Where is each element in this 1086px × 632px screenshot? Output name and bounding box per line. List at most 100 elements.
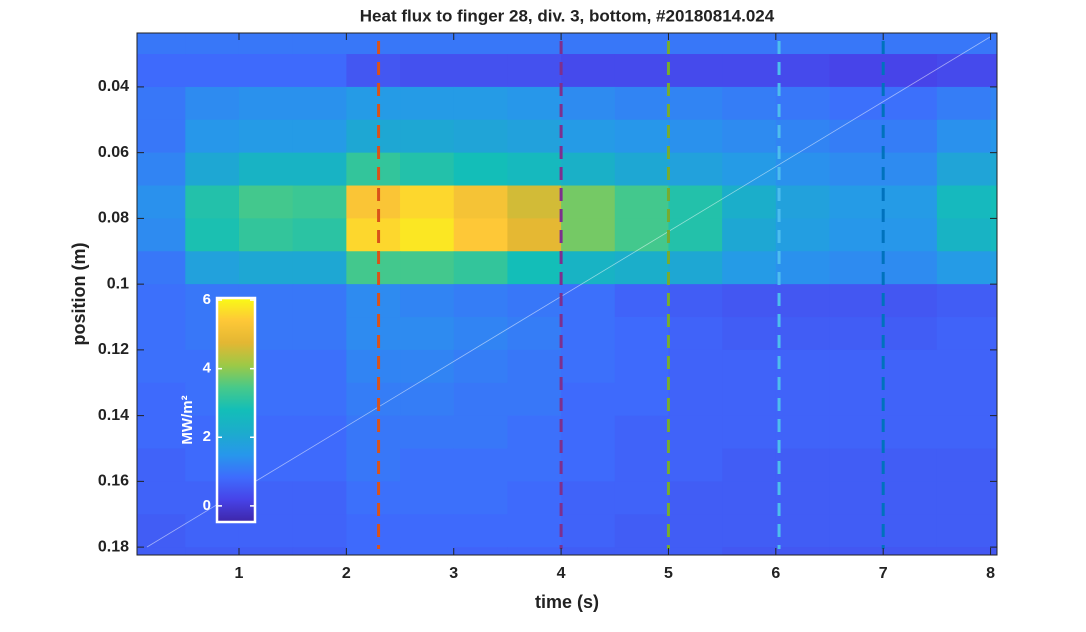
heat-cell xyxy=(883,481,938,515)
heat-cell xyxy=(990,382,997,417)
heat-cell xyxy=(614,86,669,121)
heat-cell xyxy=(990,251,997,285)
heat-cell xyxy=(453,152,508,187)
heat-cell xyxy=(936,33,992,55)
heat-cell xyxy=(453,481,508,515)
colorbar-tick-label: 6 xyxy=(203,291,211,308)
heat-cell xyxy=(400,547,455,555)
heat-cell xyxy=(883,448,938,482)
heat-cell xyxy=(507,86,562,121)
heat-cell xyxy=(400,284,455,318)
heat-cell xyxy=(722,86,777,121)
heat-cell xyxy=(292,119,347,154)
y-tick-label: 0.12 xyxy=(98,341,129,358)
heat-cell xyxy=(507,54,562,88)
heat-cell xyxy=(137,382,186,417)
heat-cell xyxy=(137,86,186,121)
heat-cell xyxy=(775,382,831,417)
heat-cell xyxy=(346,86,401,121)
heat-cell xyxy=(400,251,455,285)
heat-cell xyxy=(507,185,562,219)
heat-cell xyxy=(829,54,884,88)
heat-cell xyxy=(614,481,669,515)
heat-cell xyxy=(936,54,992,88)
heat-cell xyxy=(722,317,777,351)
heat-cell xyxy=(668,415,723,449)
heat-cell xyxy=(614,54,669,88)
heat-cell xyxy=(722,251,777,285)
heat-cell xyxy=(238,86,294,121)
heat-cell xyxy=(990,284,997,318)
heat-cell xyxy=(561,349,616,384)
y-axis-label: position (m) xyxy=(69,243,89,346)
heat-cell xyxy=(185,152,240,187)
heat-cell xyxy=(829,415,884,449)
heat-cell xyxy=(185,54,240,88)
heat-cell xyxy=(990,54,997,88)
heat-cell xyxy=(990,86,997,121)
y-tick-label: 0.18 xyxy=(98,538,129,555)
heat-cell xyxy=(238,119,294,154)
heat-cell xyxy=(936,218,992,252)
heat-cell xyxy=(775,547,831,555)
heat-cell xyxy=(829,152,884,187)
heat-cell xyxy=(292,54,347,88)
heat-cell xyxy=(292,185,347,219)
heat-cell xyxy=(507,317,562,351)
heat-cell xyxy=(400,448,455,482)
heat-cell xyxy=(614,152,669,187)
heat-cell xyxy=(883,218,938,252)
heat-cell xyxy=(990,514,997,548)
heat-cell xyxy=(453,185,508,219)
heat-cell xyxy=(775,415,831,449)
heat-cell xyxy=(561,284,616,318)
heat-cell xyxy=(614,119,669,154)
plot-frame xyxy=(136,32,998,556)
heat-cell xyxy=(775,33,831,55)
heat-cell xyxy=(668,152,723,187)
heat-cell xyxy=(346,119,401,154)
heat-cell xyxy=(668,481,723,515)
heat-cell xyxy=(238,251,294,285)
heat-cell xyxy=(292,86,347,121)
heat-cell xyxy=(137,284,186,318)
heat-cell xyxy=(829,481,884,515)
heat-cell xyxy=(722,547,777,555)
heat-cell xyxy=(614,382,669,417)
heat-cell xyxy=(185,547,240,555)
heat-cell xyxy=(561,251,616,285)
heat-cell xyxy=(668,448,723,482)
heat-cell xyxy=(400,119,455,154)
heat-cell xyxy=(668,382,723,417)
heat-cell xyxy=(292,218,347,252)
heat-cell xyxy=(185,251,240,285)
heat-cell xyxy=(561,415,616,449)
heat-cell xyxy=(829,317,884,351)
heat-cell xyxy=(346,349,401,384)
heat-cell xyxy=(883,54,938,88)
heat-cell xyxy=(561,119,616,154)
heat-cell xyxy=(722,54,777,88)
heat-cell xyxy=(561,382,616,417)
x-tick-label: 5 xyxy=(664,565,673,582)
heat-cell xyxy=(722,119,777,154)
x-tick-label: 4 xyxy=(557,565,566,582)
heat-cell xyxy=(561,481,616,515)
heat-cell xyxy=(346,448,401,482)
heat-cell xyxy=(561,317,616,351)
heat-cell xyxy=(453,382,508,417)
heat-cell xyxy=(346,33,401,55)
heat-cell xyxy=(400,54,455,88)
heat-cell xyxy=(400,86,455,121)
heat-cell xyxy=(990,33,997,55)
heat-cell xyxy=(292,284,347,318)
heat-cell xyxy=(775,54,831,88)
heat-cell xyxy=(346,317,401,351)
heat-cell xyxy=(668,514,723,548)
heat-cell xyxy=(829,218,884,252)
heat-cell xyxy=(614,415,669,449)
heat-cell xyxy=(185,185,240,219)
heat-cell xyxy=(453,284,508,318)
heat-cell xyxy=(936,185,992,219)
heat-cell xyxy=(453,415,508,449)
